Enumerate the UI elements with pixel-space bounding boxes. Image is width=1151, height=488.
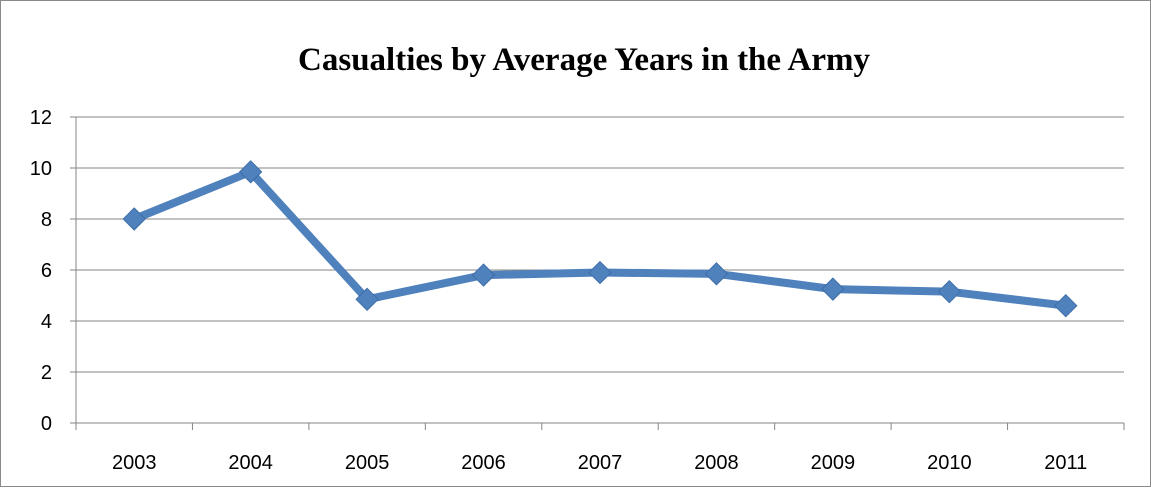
x-tick-label: 2004 — [228, 452, 273, 474]
x-tick-label: 2008 — [694, 452, 739, 474]
y-tick-label: 8 — [41, 209, 52, 231]
y-tick-label: 2 — [41, 362, 52, 384]
data-point-2007 — [588, 260, 612, 285]
data-point-2009 — [821, 277, 845, 301]
data-point-2004 — [238, 160, 263, 184]
x-tick-label: 2009 — [811, 452, 856, 474]
y-tick-label: 0 — [41, 413, 52, 435]
x-tick-label: 2010 — [927, 452, 972, 474]
data-point-2005 — [355, 287, 379, 312]
data-point-2006 — [471, 263, 496, 287]
y-tick-label: 4 — [41, 311, 52, 333]
x-tick-label: 2005 — [345, 452, 390, 474]
x-tick-label: 2003 — [112, 452, 157, 474]
data-point-2011 — [1054, 293, 1078, 318]
data-point-2008 — [704, 262, 729, 286]
x-tick-labels: 2003 2004 2005 2006 2007 2008 2009 2010 2011 — [112, 452, 1087, 474]
chart-title: Casualties by Average Years in the Army — [298, 42, 870, 78]
series-markers — [122, 160, 1078, 318]
series-line-layer — [130, 167, 1070, 310]
data-point-2003 — [122, 207, 146, 231]
gridlines — [76, 116, 1124, 373]
data-point-2010 — [937, 279, 962, 304]
series-line — [130, 167, 1070, 310]
y-tick-label: 10 — [30, 158, 52, 180]
axes — [70, 116, 1125, 430]
y-tick-labels: 0 2 4 6 8 10 12 — [30, 107, 52, 435]
x-tick-label: 2011 — [1044, 452, 1087, 474]
y-tick-label: 12 — [30, 107, 52, 129]
x-tick-label: 2007 — [578, 452, 623, 474]
y-tick-label: 6 — [41, 260, 52, 282]
x-tick-label: 2006 — [461, 452, 506, 474]
